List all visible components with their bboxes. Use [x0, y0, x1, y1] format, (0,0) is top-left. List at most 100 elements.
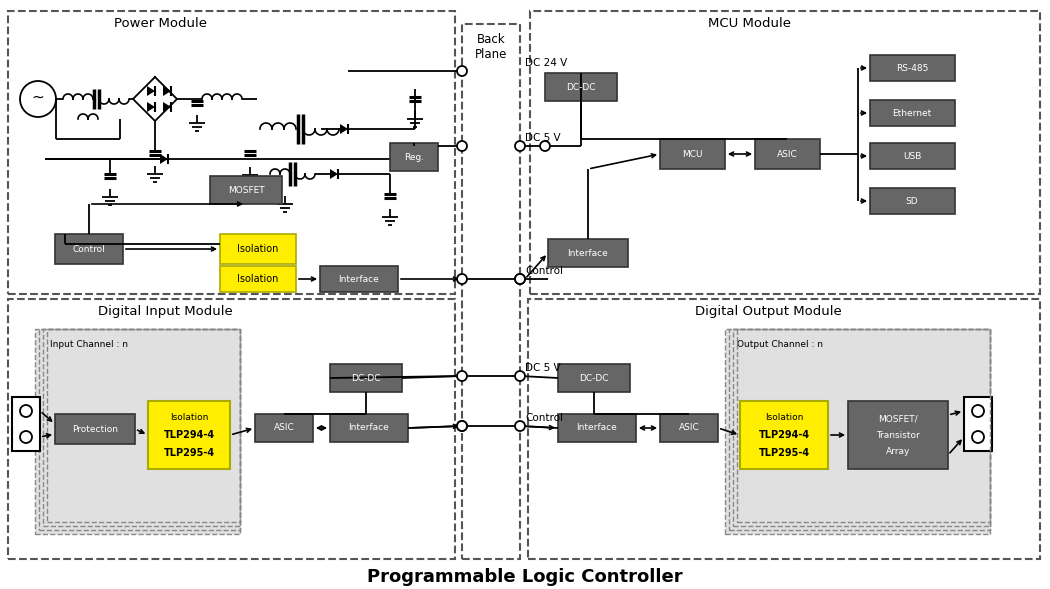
Text: Digital Input Module: Digital Input Module	[98, 305, 232, 317]
Text: Interface: Interface	[338, 274, 379, 283]
Bar	[870, 143, 956, 169]
Bar	[220, 234, 296, 264]
Text: ASIC: ASIC	[678, 423, 699, 432]
Text: DC-DC: DC-DC	[352, 373, 381, 382]
Bar	[848, 401, 948, 469]
Text: ~: ~	[32, 90, 44, 104]
Text: TLP294-4: TLP294-4	[164, 430, 214, 440]
Bar	[548, 239, 628, 267]
Bar	[12, 397, 40, 451]
Bar	[530, 11, 1040, 294]
Bar	[740, 401, 828, 469]
Bar	[870, 100, 956, 126]
Text: Input Channel : n: Input Channel : n	[50, 339, 128, 349]
Bar	[528, 299, 1040, 559]
Text: MCU Module: MCU Module	[709, 16, 792, 29]
Bar	[35, 329, 240, 534]
Circle shape	[514, 141, 525, 151]
Polygon shape	[340, 124, 348, 134]
Text: Array: Array	[886, 446, 910, 455]
Bar	[39, 329, 240, 530]
Text: Isolation: Isolation	[764, 412, 803, 422]
Text: Isolation: Isolation	[170, 412, 208, 422]
Bar	[210, 176, 282, 204]
Text: DC 5 V: DC 5 V	[525, 363, 561, 373]
Bar	[43, 329, 240, 526]
Text: Control: Control	[72, 244, 105, 253]
Circle shape	[20, 81, 56, 117]
Polygon shape	[160, 154, 168, 164]
Circle shape	[457, 371, 467, 381]
Bar	[330, 364, 402, 392]
Bar	[8, 11, 455, 294]
Text: Ethernet: Ethernet	[892, 108, 931, 117]
Text: TLP295-4: TLP295-4	[164, 448, 214, 458]
Circle shape	[457, 274, 467, 284]
Circle shape	[972, 405, 984, 417]
Polygon shape	[147, 86, 155, 96]
Bar	[148, 401, 230, 469]
Circle shape	[457, 421, 467, 431]
Polygon shape	[330, 169, 338, 179]
Bar	[462, 24, 520, 559]
Text: TLP295-4: TLP295-4	[758, 448, 810, 458]
Bar	[320, 266, 398, 292]
Bar	[660, 139, 724, 169]
Circle shape	[457, 66, 467, 76]
Text: Protection: Protection	[72, 425, 118, 434]
Text: Back: Back	[477, 32, 505, 45]
Text: DC-DC: DC-DC	[566, 82, 595, 91]
Bar	[55, 234, 123, 264]
Text: Plane: Plane	[475, 48, 507, 61]
Circle shape	[514, 421, 525, 431]
Text: ASIC: ASIC	[274, 423, 294, 432]
Bar	[47, 329, 240, 522]
Bar	[255, 414, 313, 442]
Bar	[55, 414, 135, 444]
Bar	[558, 364, 630, 392]
Bar	[870, 55, 956, 81]
Text: MOSFET: MOSFET	[228, 186, 265, 194]
Bar	[737, 329, 990, 522]
Text: Programmable Logic Controller: Programmable Logic Controller	[368, 568, 682, 586]
Text: Output Channel : n: Output Channel : n	[737, 339, 823, 349]
Text: Interface: Interface	[576, 423, 617, 432]
Text: Control: Control	[525, 266, 563, 276]
Circle shape	[457, 141, 467, 151]
Circle shape	[540, 141, 550, 151]
Circle shape	[514, 371, 525, 381]
Circle shape	[514, 274, 525, 284]
Bar	[733, 329, 990, 526]
Text: MCU: MCU	[681, 150, 702, 158]
Text: Power Module: Power Module	[113, 16, 207, 29]
Text: Digital Output Module: Digital Output Module	[695, 305, 841, 317]
Circle shape	[20, 405, 32, 417]
Bar	[660, 414, 718, 442]
Text: USB: USB	[903, 151, 921, 160]
Bar	[390, 143, 438, 171]
Circle shape	[457, 421, 467, 431]
Text: TLP294-4: TLP294-4	[758, 430, 810, 440]
Text: Interface: Interface	[349, 423, 390, 432]
Text: RS-485: RS-485	[896, 64, 928, 72]
Text: MOSFET/: MOSFET/	[878, 415, 918, 423]
Bar	[545, 73, 617, 101]
Bar	[8, 299, 455, 559]
Text: Reg.: Reg.	[404, 153, 424, 161]
Text: DC-DC: DC-DC	[580, 373, 609, 382]
Bar	[870, 188, 956, 214]
Circle shape	[514, 274, 525, 284]
Text: Control: Control	[525, 413, 563, 423]
Bar	[964, 397, 992, 451]
Circle shape	[20, 431, 32, 443]
Bar	[220, 266, 296, 292]
Text: DC 5 V: DC 5 V	[525, 133, 561, 143]
Bar	[330, 414, 408, 442]
Text: Isolation: Isolation	[237, 274, 278, 284]
Polygon shape	[163, 102, 171, 112]
Circle shape	[972, 431, 984, 443]
Text: ASIC: ASIC	[777, 150, 797, 158]
Bar	[755, 139, 820, 169]
Text: Transistor: Transistor	[876, 431, 920, 439]
Polygon shape	[163, 86, 171, 96]
